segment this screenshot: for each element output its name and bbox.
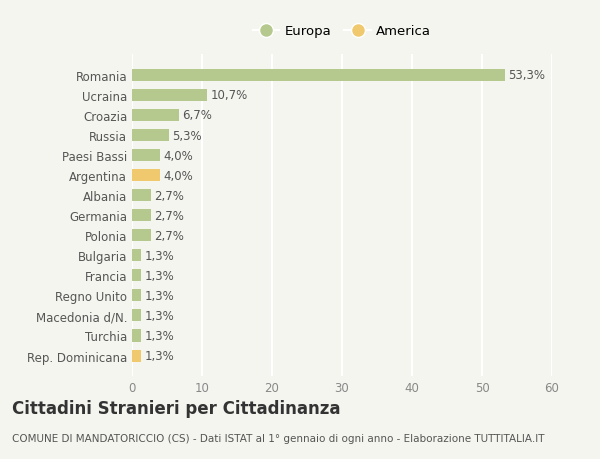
Text: 1,3%: 1,3%: [145, 249, 175, 262]
Text: 2,7%: 2,7%: [154, 209, 184, 222]
Text: Cittadini Stranieri per Cittadinanza: Cittadini Stranieri per Cittadinanza: [12, 399, 341, 417]
Text: COMUNE DI MANDATORICCIO (CS) - Dati ISTAT al 1° gennaio di ogni anno - Elaborazi: COMUNE DI MANDATORICCIO (CS) - Dati ISTA…: [12, 433, 545, 442]
Bar: [132, 310, 141, 322]
Text: 1,3%: 1,3%: [145, 289, 175, 302]
Bar: [132, 210, 151, 222]
Bar: [132, 190, 151, 202]
Bar: [132, 170, 160, 182]
Text: 1,3%: 1,3%: [145, 309, 175, 322]
Text: 5,3%: 5,3%: [173, 129, 202, 142]
Text: 4,0%: 4,0%: [163, 149, 193, 162]
Bar: [132, 350, 141, 362]
Bar: [132, 330, 141, 342]
Text: 10,7%: 10,7%: [211, 89, 248, 102]
Text: 6,7%: 6,7%: [182, 109, 212, 122]
Text: 4,0%: 4,0%: [163, 169, 193, 182]
Bar: [132, 110, 179, 122]
Text: 2,7%: 2,7%: [154, 229, 184, 242]
Text: 1,3%: 1,3%: [145, 349, 175, 362]
Text: 1,3%: 1,3%: [145, 269, 175, 282]
Text: 2,7%: 2,7%: [154, 189, 184, 202]
Bar: [132, 130, 169, 142]
Bar: [132, 270, 141, 282]
Bar: [132, 230, 151, 242]
Bar: [132, 250, 141, 262]
Text: 53,3%: 53,3%: [509, 69, 545, 82]
Bar: [132, 90, 207, 102]
Bar: [132, 290, 141, 302]
Bar: [132, 70, 505, 82]
Bar: [132, 150, 160, 162]
Text: 1,3%: 1,3%: [145, 329, 175, 342]
Legend: Europa, America: Europa, America: [248, 20, 436, 44]
